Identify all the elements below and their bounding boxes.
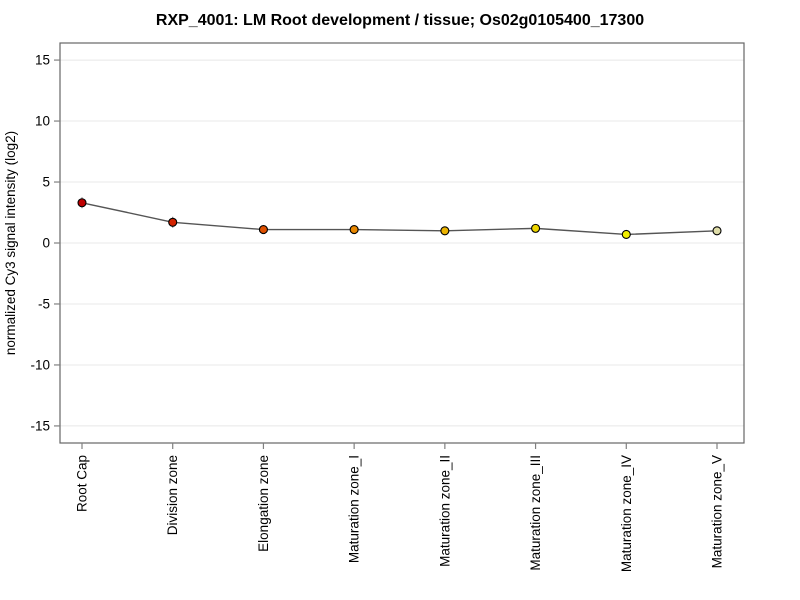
x-category-label: Maturation zone_III (528, 455, 543, 571)
axes-layer (54, 42, 745, 449)
x-category-label: Maturation zone_V (710, 455, 725, 568)
x-category-label: Root Cap (75, 455, 90, 512)
y-axis-label: normalized Cy3 signal intensity (log2) (3, 131, 18, 355)
y-tick-label: 15 (35, 53, 50, 68)
data-point (621, 229, 631, 240)
data-point (712, 226, 722, 236)
series-line (81, 202, 718, 236)
data-layer (77, 197, 722, 240)
data-point (349, 225, 359, 235)
labels-layer: -15 -10 -5 0 5 10 15 Root Cap Division zone Elong… (30, 53, 724, 573)
data-point (77, 198, 87, 208)
data-point (258, 225, 268, 235)
data-point (531, 223, 541, 233)
y-tick-label: -15 (30, 418, 50, 433)
gridlines-layer (60, 59, 744, 427)
x-category-label: Elongation zone (256, 455, 271, 552)
x-category-label: Maturation zone_IV (619, 455, 634, 572)
chart-title: RXP_4001: LM Root development / tissue; … (155, 12, 645, 29)
y-tick-label: 5 (42, 175, 50, 190)
x-category-label: Maturation zone_I (347, 455, 362, 563)
data-point (168, 217, 178, 227)
y-tick-label: -10 (30, 357, 50, 372)
data-point (440, 226, 450, 236)
y-tick-label: -5 (38, 296, 50, 311)
x-category-label: Division zone (165, 455, 180, 535)
x-category-label: Maturation zone_II (437, 455, 452, 567)
y-tick-label: 10 (35, 114, 50, 129)
y-tick-label: 0 (42, 236, 50, 251)
